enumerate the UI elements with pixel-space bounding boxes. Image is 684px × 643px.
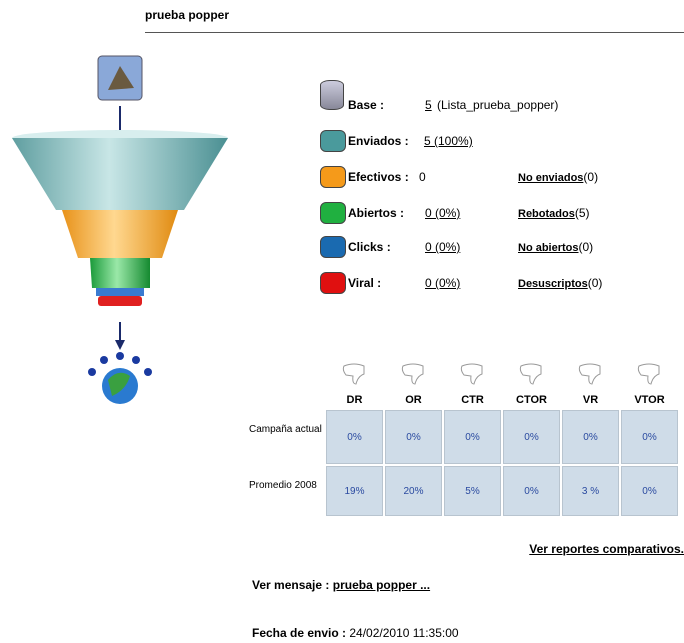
stat-value[interactable]: 0 (0%) bbox=[425, 240, 460, 254]
stat-count: (5) bbox=[575, 206, 590, 220]
thumb-icon bbox=[399, 360, 429, 388]
stat-link[interactable]: Rebotados bbox=[518, 208, 575, 220]
status-icon bbox=[320, 202, 346, 224]
stat-value[interactable]: 5 bbox=[425, 98, 432, 112]
title: prueba popper bbox=[145, 8, 229, 22]
status-icon bbox=[320, 166, 346, 188]
report-page: prueba popper Base : 5 (Lista_prueba_poppe… bbox=[0, 0, 684, 643]
funnel-graphic bbox=[0, 50, 240, 420]
stat-link-row: Desuscriptos(0) bbox=[518, 276, 602, 290]
column-header: DR bbox=[326, 394, 383, 408]
stat-label: Base : bbox=[348, 98, 384, 112]
send-date: 24/02/2010 11:35:00 bbox=[349, 626, 458, 640]
column-label: VTOR bbox=[634, 394, 664, 406]
metric-cell: 19% bbox=[326, 466, 383, 516]
column-header: CTR bbox=[444, 394, 501, 408]
stat-value: 0 bbox=[419, 170, 426, 184]
metric-cell: 5% bbox=[444, 466, 501, 516]
stat-label: Abiertos : bbox=[348, 206, 404, 220]
thumb-icon bbox=[340, 360, 370, 388]
thumb-icon bbox=[458, 360, 488, 388]
metric-cell: 0% bbox=[562, 410, 619, 464]
message-link[interactable]: prueba popper ... bbox=[333, 578, 430, 592]
column-label: DR bbox=[347, 394, 363, 406]
thumb-icon bbox=[517, 360, 547, 388]
stat-link-row: No enviados(0) bbox=[518, 170, 598, 184]
stat-label: Efectivos : bbox=[348, 170, 409, 184]
metric-cell: 0% bbox=[326, 410, 383, 464]
row-label: Promedio 2008 bbox=[248, 466, 324, 516]
status-icon bbox=[320, 236, 346, 258]
stat-count: (0) bbox=[579, 240, 594, 254]
stat-link[interactable]: No enviados bbox=[518, 172, 583, 184]
metric-cell: 3 % bbox=[562, 466, 619, 516]
column-header: CTOR bbox=[503, 394, 560, 408]
thumb-icon bbox=[635, 360, 665, 388]
column-header: VTOR bbox=[621, 394, 678, 408]
metric-cell: 0% bbox=[385, 410, 442, 464]
metric-cell: 0% bbox=[621, 410, 678, 464]
stat-count: (0) bbox=[583, 170, 598, 184]
column-header: OR bbox=[385, 394, 442, 408]
status-icon bbox=[320, 272, 346, 294]
metric-cell: 0% bbox=[444, 410, 501, 464]
column-label: VR bbox=[583, 394, 598, 406]
compare-link[interactable]: Ver reportes comparativos. bbox=[529, 542, 684, 556]
stat-value[interactable]: 0 (0%) bbox=[425, 206, 460, 220]
divider bbox=[145, 32, 684, 33]
row-label: Campaña actual bbox=[248, 410, 324, 464]
stat-note: (Lista_prueba_popper) bbox=[437, 98, 558, 112]
database-icon bbox=[320, 80, 344, 110]
metric-cell: 0% bbox=[503, 466, 560, 516]
stat-count: (0) bbox=[588, 276, 603, 290]
metric-cell: 0% bbox=[621, 466, 678, 516]
column-label: CTR bbox=[461, 394, 484, 406]
stat-link[interactable]: Desuscriptos bbox=[518, 278, 588, 290]
stat-value[interactable]: 0 (0%) bbox=[425, 276, 460, 290]
column-label: CTOR bbox=[516, 394, 547, 406]
stat-label: Viral : bbox=[348, 276, 381, 290]
stat-link-row: No abiertos(0) bbox=[518, 240, 593, 254]
metric-cell: 0% bbox=[503, 410, 560, 464]
thumb-icon bbox=[576, 360, 606, 388]
status-icon bbox=[320, 130, 346, 152]
stat-link-row: Rebotados(5) bbox=[518, 206, 590, 220]
date-label: Fecha de envio : bbox=[252, 626, 346, 640]
stat-value[interactable]: 5 (100%) bbox=[424, 134, 473, 148]
stat-label: Enviados : bbox=[348, 134, 409, 148]
message-label: Ver mensaje : bbox=[252, 578, 329, 592]
stat-label: Clicks : bbox=[348, 240, 391, 254]
column-label: OR bbox=[405, 394, 422, 406]
stat-link[interactable]: No abiertos bbox=[518, 242, 579, 254]
column-header: VR bbox=[562, 394, 619, 408]
metric-cell: 20% bbox=[385, 466, 442, 516]
